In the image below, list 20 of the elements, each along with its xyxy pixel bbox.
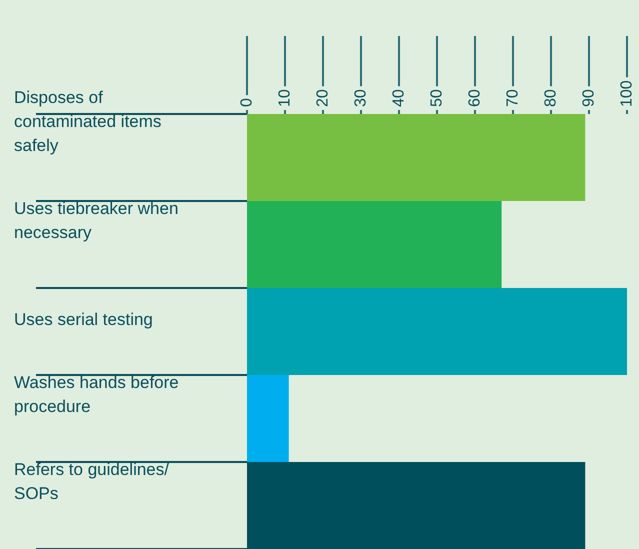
y-tick-label: Refers to guidelines/ SOPs <box>14 460 174 503</box>
x-tick-label: 60 <box>466 89 484 107</box>
y-tick-label: Washes hands before procedure <box>14 373 184 416</box>
y-tick-label: Uses serial testing <box>14 310 153 329</box>
bar <box>247 375 289 462</box>
x-tick-label: 0 <box>238 98 256 107</box>
x-tick-label: 80 <box>542 89 560 107</box>
y-tick-label: Disposes of contaminated items safely <box>14 88 166 155</box>
x-tick-label: 30 <box>352 89 370 107</box>
bar <box>247 201 502 288</box>
x-tick-label: 50 <box>428 89 446 107</box>
x-tick-label: 20 <box>314 89 332 107</box>
x-tick-label: 100 <box>618 80 636 107</box>
y-tick-label: Uses tiebreaker when necessary <box>14 199 184 242</box>
x-tick-label: 90 <box>580 89 598 107</box>
bar <box>247 288 627 375</box>
x-tick-label: 40 <box>390 89 408 107</box>
bar <box>247 114 586 201</box>
x-tick-label: 10 <box>276 89 294 107</box>
x-tick-label: 70 <box>504 89 522 107</box>
